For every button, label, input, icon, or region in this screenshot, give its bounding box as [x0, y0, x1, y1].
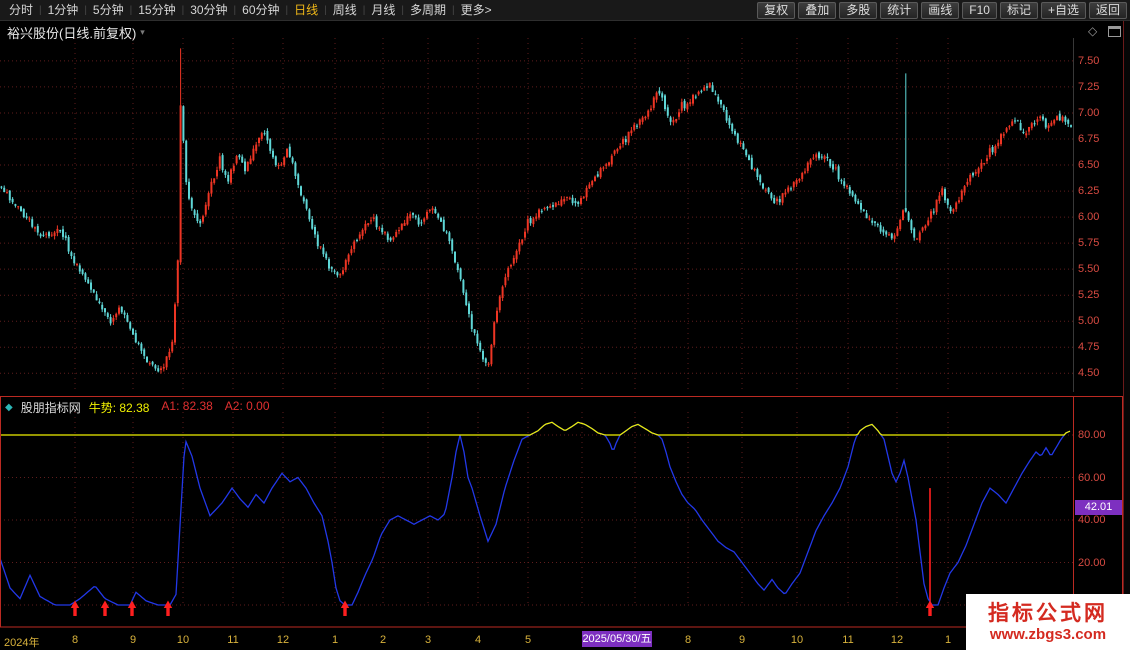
indicator-collapse-icon[interactable]: ◆: [5, 402, 13, 413]
date-axis-label: 8: [71, 634, 79, 646]
price-axis-label: 6.50: [1078, 159, 1100, 172]
chart-title-row: 裕兴股份(日线.前复权) ▾: [7, 23, 145, 42]
indicator-output-1: A1: 82.38: [161, 399, 213, 413]
grid-lines: [0, 38, 1073, 606]
page-title: 裕兴股份(日线.前复权): [7, 26, 137, 41]
indicator-axis-label: 40.00: [1078, 514, 1106, 526]
indicator-blue-line: [0, 421, 1071, 606]
toolbar-separator: |: [233, 4, 237, 16]
toolbar-button-8[interactable]: 返回: [1088, 1, 1127, 19]
toolbar-separator: |: [452, 4, 455, 16]
price-axis-label: 7.25: [1078, 80, 1100, 93]
toolbar-item-1[interactable]: 1分钟: [47, 3, 79, 17]
toolbar-item-7[interactable]: 周线: [332, 3, 357, 17]
toolbar-button-0[interactable]: 复权: [757, 1, 796, 19]
toolbar-right: 复权 叠加 多股 统计 画线 F10 标记 +自选 返回: [754, 1, 1127, 19]
date-axis-label: 11: [227, 634, 239, 646]
toolbar-separator: |: [324, 4, 327, 16]
price-axis-label: 7.00: [1078, 106, 1100, 119]
toolbar-button-2[interactable]: 多股: [839, 1, 878, 19]
date-axis-label: 12: [890, 634, 904, 646]
price-axis-label: 5.75: [1078, 237, 1100, 250]
indicator-output-2: A2: 0.00: [224, 399, 270, 413]
toolbar-item-9[interactable]: 多周期: [410, 3, 447, 17]
toolbar-separator: |: [129, 4, 133, 16]
buy-signal-arrows: [70, 600, 935, 616]
price-axis-label: 4.75: [1078, 341, 1100, 354]
toolbar-separator: |: [285, 4, 289, 16]
watermark-title: 指标公式网: [988, 601, 1108, 625]
date-axis-label: 3: [424, 634, 432, 646]
date-axis-label: 1: [331, 634, 339, 646]
price-axis-label: 7.50: [1078, 54, 1100, 67]
toolbar: 分时 | 1分钟 | 5分钟 | 15分钟 | 30分钟 | 60分钟 | 日线 | 周线 | 月线 | 多周期 | 更…: [0, 0, 1130, 21]
toolbar-separator: |: [362, 4, 366, 16]
toolbar-separator: |: [401, 4, 404, 16]
price-axis-label: 5.00: [1078, 315, 1100, 328]
price-axis-label: 6.75: [1078, 132, 1100, 145]
toolbar-button-7[interactable]: +自选: [1040, 1, 1086, 19]
crosshair-value-box: 42.01: [1075, 500, 1122, 515]
window-icon[interactable]: [1108, 26, 1121, 37]
date-axis: 2025/05/30/五 2024年 8 9 10 11 12 1 2 3 4 5 8 9 10 11 12 1: [0, 630, 1130, 650]
toolbar-button-6[interactable]: 标记: [999, 1, 1038, 19]
price-axis-label: 6.25: [1078, 185, 1100, 198]
toolbar-button-3[interactable]: 统计: [880, 1, 919, 19]
indicator-axis-label: 80.00: [1078, 429, 1106, 441]
toolbar-item-10[interactable]: 更多>: [460, 3, 492, 17]
toolbar-button-4[interactable]: 画线: [921, 1, 960, 19]
date-axis-label: 5: [524, 634, 532, 646]
date-axis-label: 10: [790, 634, 804, 646]
indicator-output-0: 牛势: 82.38: [88, 401, 150, 415]
date-axis-label: 12: [276, 634, 290, 646]
toolbar-item-4[interactable]: 30分钟: [190, 3, 228, 17]
date-axis-label: 2: [379, 634, 387, 646]
right-edge-strip[interactable]: [1123, 21, 1130, 650]
date-axis-label: 11: [842, 634, 854, 646]
indicator-yellow-line: [0, 421, 1071, 436]
date-axis-label: 10: [176, 634, 190, 646]
toolbar-separator: |: [84, 4, 87, 16]
date-axis-label: 9: [738, 634, 746, 646]
price-axis-label: 6.00: [1078, 211, 1100, 224]
price-axis-label: 4.50: [1078, 367, 1100, 380]
toolbar-button-5[interactable]: F10: [962, 1, 997, 19]
price-axis-label: 5.25: [1078, 289, 1100, 302]
toolbar-item-2[interactable]: 5分钟: [92, 3, 124, 17]
diamond-icon[interactable]: ◇: [1088, 24, 1098, 38]
date-axis-label: 8: [684, 634, 692, 646]
date-axis-label: 2024年: [4, 637, 40, 649]
indicator-name[interactable]: 股朋指标网: [20, 401, 81, 415]
indicator-outputs: 牛势: 82.38 A1: 82.38 A2: 0.00: [89, 399, 270, 416]
toolbar-separator: |: [181, 4, 185, 16]
watermark-url: www.zbgs3.com: [989, 625, 1107, 643]
toolbar-item-8[interactable]: 月线: [371, 3, 396, 17]
date-axis-label: 1: [944, 634, 952, 646]
date-axis-label: 4: [474, 634, 482, 646]
toolbar-button-1[interactable]: 叠加: [798, 1, 837, 19]
toolbar-separator: |: [39, 4, 42, 16]
toolbar-left: 分时 | 1分钟 | 5分钟 | 15分钟 | 30分钟 | 60分钟 | 日线 | 周线 | 月线 | 多周期 | 更…: [3, 0, 498, 20]
toolbar-item-3[interactable]: 15分钟: [138, 3, 176, 17]
toolbar-item-6[interactable]: 日线: [294, 3, 319, 17]
watermark: 指标公式网 www.zbgs3.com: [966, 594, 1130, 650]
indicator-axis-label: 60.00: [1078, 471, 1106, 484]
toolbar-item-5[interactable]: 60分钟: [242, 3, 280, 17]
pane-borders: [0, 38, 1123, 628]
indicator-title-row: ◆ 股朋指标网 牛势: 82.38 A1: 82.38 A2: 0.00: [5, 399, 270, 416]
date-axis-label: 9: [129, 634, 137, 646]
chevron-down-icon[interactable]: ▾: [140, 27, 145, 37]
crosshair-date-box: 2025/05/30/五: [582, 631, 652, 647]
candlestick-series: [0, 48, 1072, 374]
price-axis-label: 5.50: [1078, 263, 1100, 276]
indicator-axis-label: 20.00: [1078, 556, 1106, 569]
toolbar-item-0[interactable]: 分时: [9, 3, 34, 17]
